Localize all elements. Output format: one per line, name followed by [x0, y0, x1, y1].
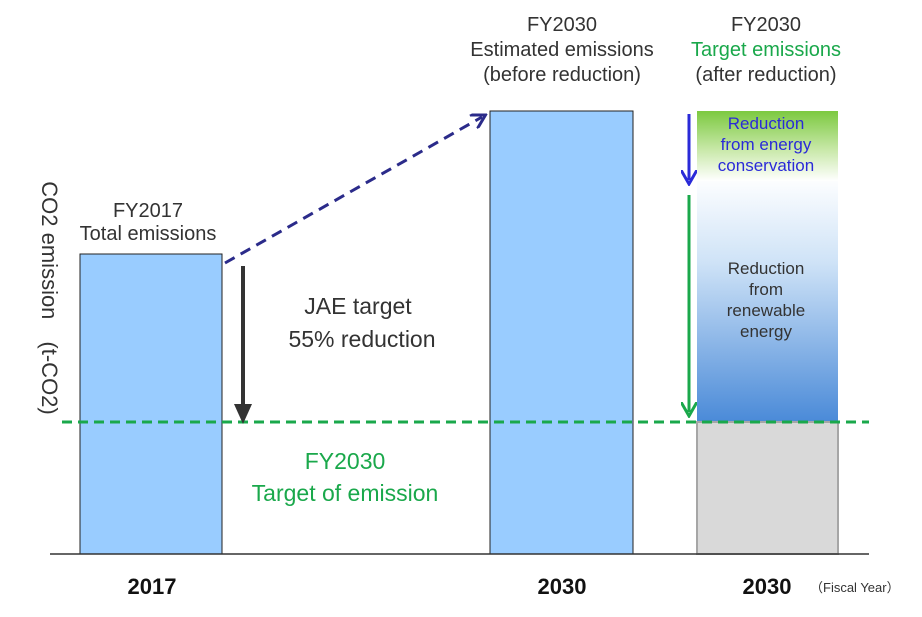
- x-axis-unit: （Fiscal Year）: [810, 580, 900, 595]
- renewable-reduction-segment: [697, 176, 838, 422]
- energy-conservation-line2: from energy: [721, 135, 812, 154]
- renewable-line4: energy: [740, 322, 792, 341]
- bar-fy2017: [79, 253, 223, 555]
- fy2030-estimated-label-line3: (before reduction): [483, 64, 641, 86]
- tick-2030-target: 2030: [743, 574, 792, 599]
- fy2017-label-line1: FY2017: [113, 200, 183, 222]
- energy-conservation-segment: [697, 111, 838, 181]
- jae-target-line2: 55% reduction: [288, 326, 435, 352]
- bar-fy2030-target: [696, 111, 839, 555]
- renewable-line1: Reduction: [728, 259, 805, 278]
- tick-2017: 2017: [128, 574, 177, 599]
- fy2030-estimated-label-line2: Estimated emissions: [470, 39, 653, 61]
- y-axis-label: CO2 emission (t-CO2): [37, 181, 62, 414]
- energy-conservation-line3: conservation: [718, 156, 814, 175]
- fy2030-target-label-line1: FY2030: [731, 14, 801, 36]
- renewable-line2: from: [749, 280, 783, 299]
- renewable-line3: renewable: [727, 301, 805, 320]
- jae-arrowhead-icon: [234, 404, 252, 424]
- fy2030-estimated-label-line1: FY2030: [527, 14, 597, 36]
- target-emission-segment: [696, 421, 839, 555]
- bar-fy2030-estimated: [489, 110, 634, 555]
- target-of-emission-line1: FY2030: [305, 448, 386, 474]
- fy2030-target-label-line3: (after reduction): [695, 64, 836, 86]
- tick-2030-estimated: 2030: [538, 574, 587, 599]
- energy-conservation-line1: Reduction: [728, 114, 805, 133]
- jae-target-line1: JAE target: [304, 293, 412, 319]
- fy2030-target-label-line2: Target emissions: [691, 39, 841, 61]
- fy2017-label-line2: Total emissions: [80, 223, 217, 245]
- target-of-emission-line2: Target of emission: [252, 480, 439, 506]
- growth-arrow: [224, 117, 482, 265]
